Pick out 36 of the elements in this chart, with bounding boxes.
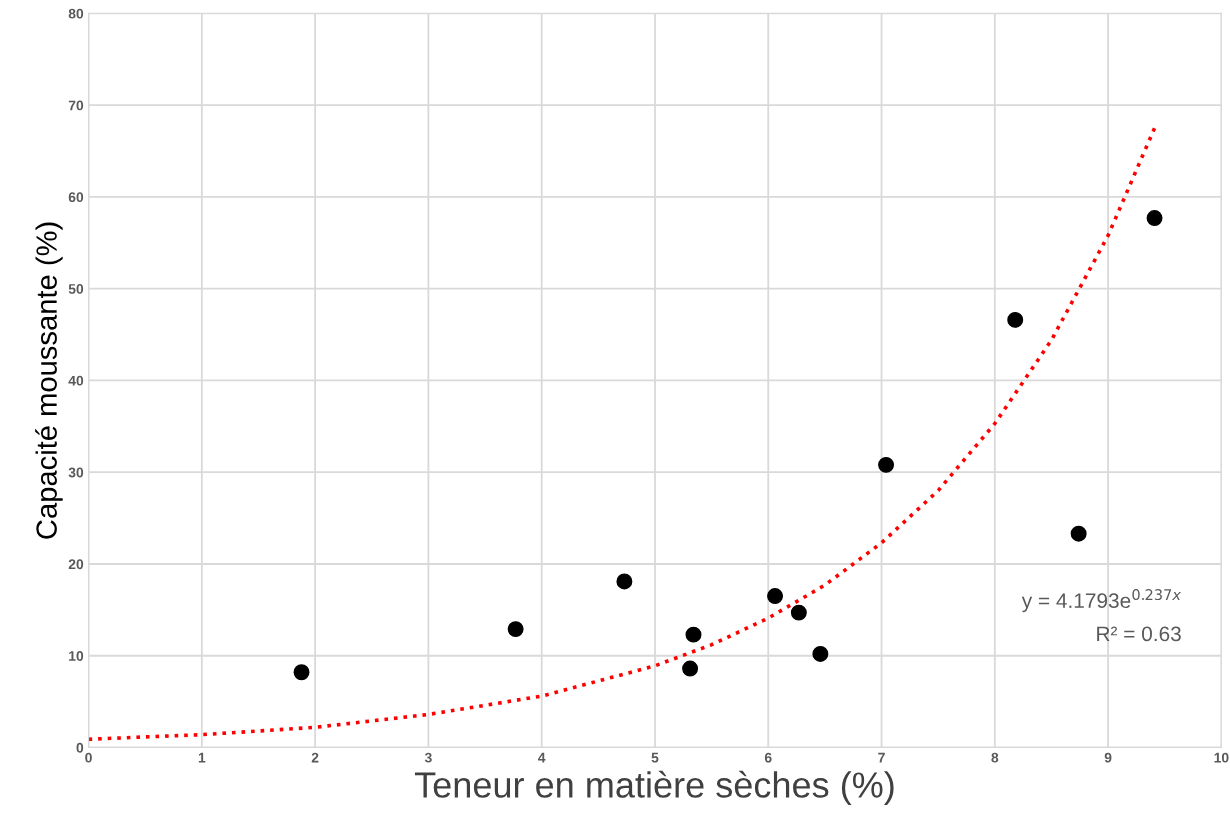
point	[685, 626, 702, 643]
point	[790, 604, 807, 621]
x-tick-label: 9	[1104, 752, 1112, 763]
x-axis-title: Teneur en matière sèches (%)	[414, 770, 894, 805]
y-tick-label: 50	[68, 284, 84, 294]
y-tick-label: 0	[76, 742, 84, 753]
x-tick-label: 10	[1214, 752, 1229, 763]
y-tick-label: 80	[68, 8, 84, 19]
y-axis-title: Capacité moussante (%)	[35, 222, 63, 539]
y-tick-label: 60	[68, 192, 84, 203]
x-tick-label: 1	[198, 752, 206, 763]
y-tick-label: 40	[68, 375, 84, 386]
point	[1070, 525, 1087, 542]
y-tick-label: 10	[69, 651, 84, 661]
y-tick-label: 30	[68, 467, 84, 478]
point	[1007, 311, 1024, 328]
x-tick-label: 0	[85, 752, 92, 763]
y-tick-label: 70	[68, 100, 84, 111]
point	[293, 664, 310, 681]
x-tick-label: 5	[651, 752, 659, 763]
x-tick-label: 4	[538, 752, 546, 763]
x-tick-label: 3	[424, 752, 432, 763]
point	[767, 588, 784, 605]
y-tick-label: 20	[68, 559, 84, 570]
annotation: R² = 0.63	[1097, 626, 1181, 642]
x-tick-label: 7	[878, 752, 885, 763]
x-tick-label: 6	[764, 752, 772, 763]
point	[616, 573, 633, 590]
annotation: y = 4.1793e$^{0.237x}$	[1021, 589, 1182, 613]
point	[812, 645, 829, 662]
point	[682, 660, 699, 677]
point	[507, 621, 524, 638]
point	[1146, 210, 1163, 227]
x-tick-label: 8	[991, 752, 999, 763]
point	[878, 456, 895, 473]
x-tick-label: 2	[311, 752, 319, 763]
